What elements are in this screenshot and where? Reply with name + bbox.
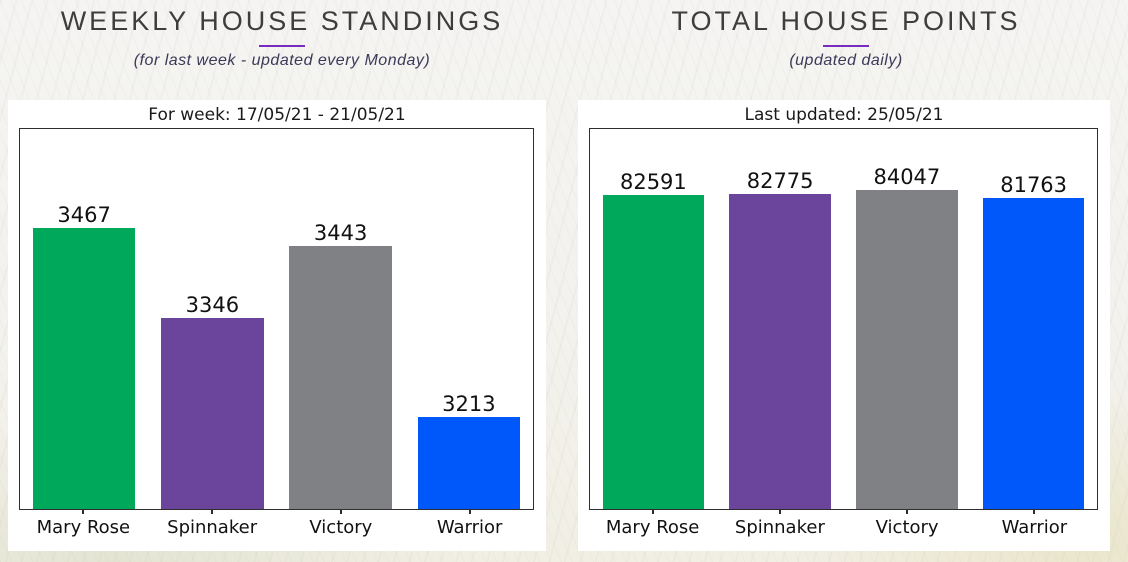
total-points-plot-area: 82591 82775 84047 81763 — [589, 128, 1098, 510]
total-points-heading: TOTAL HOUSE POINTS — [671, 6, 1021, 36]
bar-spinnaker — [161, 318, 264, 509]
x-label-mary-rose: Mary Rose — [36, 517, 131, 538]
x-label-cell: Spinnaker — [148, 510, 277, 538]
total-points-subtitle: (updated daily) — [789, 52, 903, 69]
x-label-mary-rose: Mary Rose — [605, 517, 700, 538]
chart-title: For week: 17/05/21 - 21/05/21 — [148, 105, 406, 125]
chart-title: Last updated: 25/05/21 — [744, 105, 944, 125]
x-label-victory: Victory — [309, 517, 373, 538]
bar-warrior — [982, 198, 1085, 509]
weekly-standings-heading: WEEKLY HOUSE STANDINGS — [60, 6, 504, 36]
x-label-cell: Mary Rose — [589, 510, 716, 538]
axis-tick-mark — [339, 510, 342, 514]
axis-tick-mark — [651, 510, 654, 514]
weekly-standings-chart-card: For week: 17/05/21 - 21/05/21 3467 3346 34… — [8, 100, 546, 551]
bar-slot-warrior: 3213 — [405, 129, 533, 509]
x-label-warrior: Warrior — [436, 517, 503, 538]
heading-accent-divider — [823, 45, 869, 47]
x-label-cell: Warrior — [405, 510, 534, 538]
bar-value-label: 82591 — [619, 170, 687, 195]
axis-tick-mark — [211, 510, 214, 514]
x-label-cell: Mary Rose — [19, 510, 148, 538]
weekly-standings-section: WEEKLY HOUSE STANDINGS (for last week - … — [8, 6, 546, 551]
weekly-standings-plot-area: 3467 3346 3443 3213 — [19, 128, 534, 510]
x-label-victory: Victory — [875, 517, 939, 538]
bar-slot-warrior: 81763 — [970, 129, 1097, 509]
bar-slot-victory: 3443 — [277, 129, 405, 509]
x-label-spinnaker: Spinnaker — [167, 517, 258, 538]
bar-mary-rose — [32, 228, 136, 509]
bar-slot-mary-rose: 3467 — [20, 129, 148, 509]
bar-slot-mary-rose: 82591 — [590, 129, 717, 509]
weekly-standings-subtitle: (for last week - updated every Monday) — [133, 52, 431, 69]
axis-tick-mark — [1033, 510, 1036, 514]
x-label-spinnaker: Spinnaker — [734, 517, 825, 538]
bar-spinnaker — [729, 194, 831, 509]
bar-value-label: 82775 — [746, 169, 814, 194]
bar-value-label: 81763 — [1000, 173, 1068, 198]
axis-tick-mark — [82, 510, 85, 514]
bar-slot-victory: 84047 — [844, 129, 971, 509]
bar-victory — [289, 245, 392, 509]
axis-tick-mark — [778, 510, 781, 514]
bar-value-label: 84047 — [873, 164, 941, 189]
x-label-cell: Warrior — [971, 510, 1098, 538]
bar-value-label: 3213 — [442, 392, 496, 417]
bar-warrior — [417, 417, 521, 509]
total-points-chart-card: Last updated: 25/05/21 82591 82775 84047 81… — [578, 100, 1110, 551]
x-label-warrior: Warrior — [1001, 517, 1068, 538]
bar-victory — [856, 189, 958, 509]
bar-slot-spinnaker: 3346 — [148, 129, 276, 509]
bar-mary-rose — [602, 195, 705, 509]
x-label-cell: Victory — [277, 510, 406, 538]
axis-tick-mark — [906, 510, 909, 514]
heading-accent-divider — [259, 45, 305, 47]
bar-slot-spinnaker: 82775 — [717, 129, 844, 509]
x-label-cell: Spinnaker — [716, 510, 843, 538]
weekly-standings-x-axis: Mary Rose Spinnaker Victory Warrior — [19, 510, 534, 538]
total-points-x-axis: Mary Rose Spinnaker Victory Warrior — [589, 510, 1098, 538]
x-label-cell: Victory — [844, 510, 971, 538]
bar-value-label: 3443 — [313, 220, 368, 245]
bar-value-label: 3346 — [185, 293, 240, 318]
bar-value-label: 3467 — [57, 203, 111, 228]
total-points-section: TOTAL HOUSE POINTS (updated daily) Last … — [564, 0, 1128, 562]
axis-tick-mark — [468, 510, 471, 514]
